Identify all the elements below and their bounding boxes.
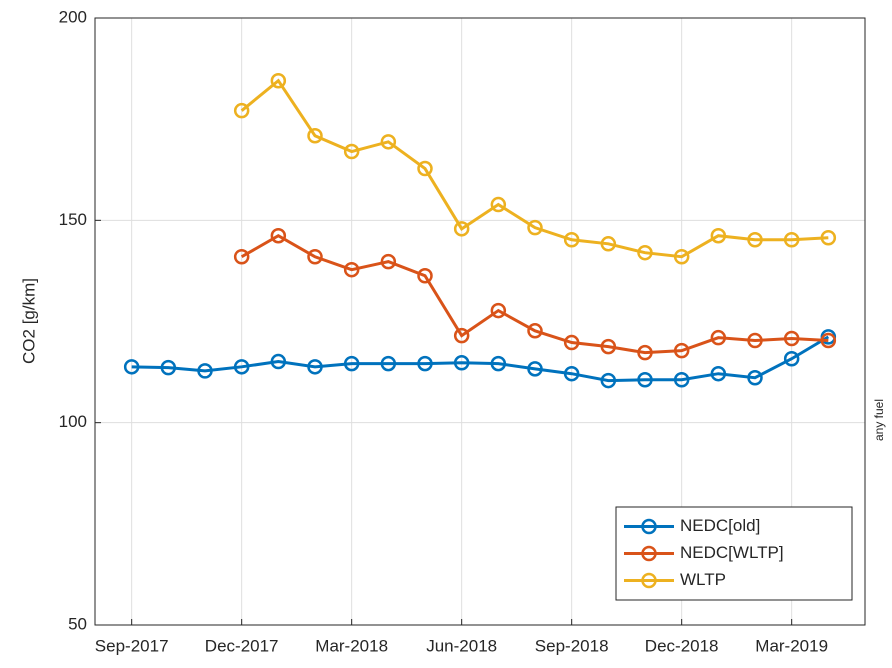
marker [783, 350, 800, 367]
marker [270, 72, 287, 89]
marker [820, 332, 837, 349]
marker [270, 227, 287, 244]
y-tick-label: 100 [59, 412, 87, 431]
marker [600, 236, 617, 252]
x-tick-label: Mar-2019 [755, 636, 828, 655]
marker [417, 268, 433, 284]
marker [637, 244, 653, 261]
marker [123, 359, 140, 375]
marker [710, 227, 727, 244]
marker [527, 361, 543, 377]
legend-label: WLTP [680, 570, 726, 589]
y-tick-label: 50 [68, 614, 87, 633]
marker [197, 363, 213, 379]
legend-marker [641, 572, 657, 589]
marker [710, 365, 727, 382]
x-tick-label: Mar-2018 [315, 636, 388, 655]
marker [453, 355, 470, 371]
marker [820, 229, 837, 246]
x-tick-label: Sep-2018 [535, 636, 609, 655]
marker [453, 221, 470, 237]
marker [233, 359, 250, 375]
marker [417, 160, 433, 177]
marker [747, 369, 763, 386]
marker [490, 302, 507, 319]
marker [673, 372, 690, 388]
y-tick-label: 150 [59, 210, 87, 229]
x-tick-label: Jun-2018 [426, 636, 497, 655]
legend-label: NEDC[WLTP] [680, 543, 784, 562]
marker [343, 143, 360, 160]
marker [307, 249, 323, 265]
plot-frame [94, 17, 866, 626]
series-line [240, 78, 829, 259]
marker [380, 355, 397, 372]
marker [307, 359, 323, 375]
marker [453, 327, 470, 344]
marker [600, 372, 617, 389]
marker [710, 329, 727, 346]
marker [747, 232, 763, 248]
marker [490, 355, 507, 372]
marker [600, 338, 617, 355]
marker [747, 332, 763, 349]
marker [160, 359, 177, 376]
marker [673, 342, 690, 359]
marker [417, 355, 433, 372]
marker [380, 253, 397, 270]
marker [527, 323, 543, 339]
marker [270, 353, 287, 370]
y-tick-label: 200 [59, 7, 87, 26]
marker [637, 372, 653, 388]
marker [343, 261, 360, 278]
legend-marker [641, 518, 657, 535]
legend-marker [641, 545, 657, 562]
legend-label: NEDC[old] [680, 516, 760, 535]
marker [233, 249, 250, 265]
marker [783, 232, 800, 248]
marker [673, 249, 690, 265]
marker [307, 128, 323, 144]
marker [527, 219, 543, 236]
marker [233, 102, 250, 119]
y-axis-label: CO2 [g/km] [19, 278, 38, 364]
marker [490, 196, 507, 213]
x-tick-label: Dec-2018 [645, 636, 719, 655]
series-line [240, 233, 829, 355]
marker [563, 232, 580, 248]
marker [380, 134, 397, 150]
x-tick-label: Sep-2017 [95, 636, 169, 655]
marker [343, 355, 360, 372]
x-tick-label: Dec-2017 [205, 636, 279, 655]
side-label: any fuel [872, 399, 886, 441]
marker [563, 365, 580, 382]
marker [637, 344, 653, 361]
marker [783, 330, 800, 347]
marker [563, 334, 580, 351]
